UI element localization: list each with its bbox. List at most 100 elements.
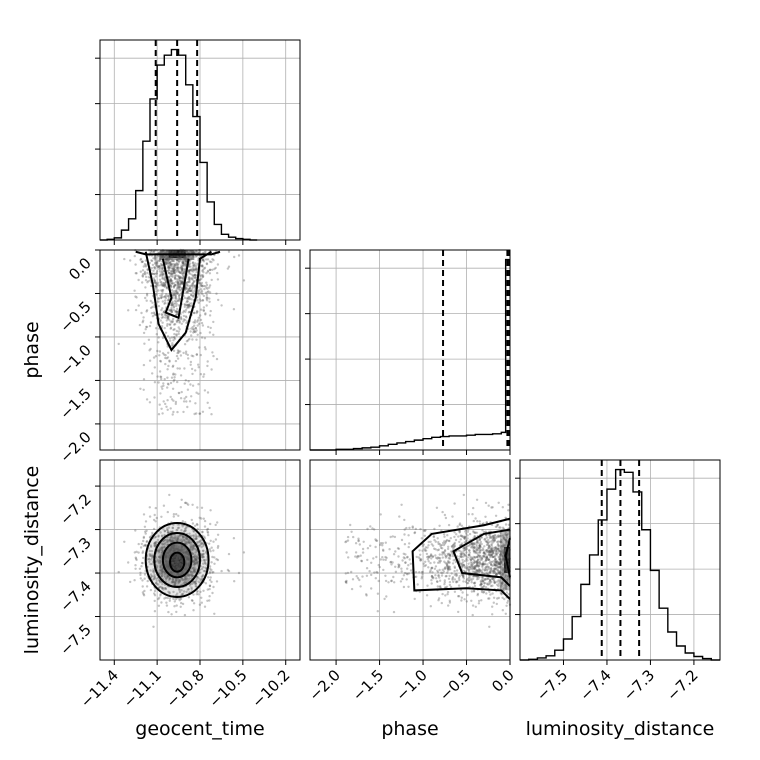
scatter-point: [460, 550, 463, 553]
scatter-point: [182, 410, 185, 414]
scatter-point: [135, 550, 138, 553]
scatter-point: [170, 289, 174, 292]
scatter-point: [198, 412, 201, 415]
scatter-point: [500, 585, 503, 588]
scatter-point: [491, 546, 494, 549]
scatter-point: [473, 567, 476, 570]
scatter-point: [485, 536, 489, 539]
scatter-point: [479, 556, 482, 559]
scatter-point: [194, 551, 197, 554]
scatter-point: [166, 356, 170, 359]
scatter-point: [148, 401, 152, 404]
scatter-point: [498, 562, 501, 565]
scatter-point: [466, 544, 470, 547]
scatter-point: [164, 331, 168, 334]
scatter-point: [175, 556, 178, 559]
scatter-point: [461, 535, 464, 538]
scatter-point: [461, 574, 465, 577]
scatter-point: [180, 318, 183, 321]
scatter-point: [447, 552, 451, 555]
scatter-point: [497, 596, 500, 600]
scatter-point: [233, 255, 236, 259]
scatter-point: [194, 262, 197, 265]
scatter-point: [141, 260, 144, 263]
scatter-point: [142, 556, 145, 560]
scatter-point: [165, 554, 168, 557]
scatter-point: [166, 529, 170, 532]
scatter-point: [486, 541, 490, 544]
scatter-point: [183, 539, 186, 542]
scatter-point: [162, 542, 165, 546]
scatter-point: [196, 310, 199, 314]
scatter-point: [173, 268, 176, 271]
scatter-point: [444, 561, 447, 565]
scatter-point: [196, 527, 199, 531]
x-tick-label-phase: 0.0: [488, 666, 518, 696]
scatter-point: [160, 316, 164, 319]
scatter-point: [493, 579, 496, 583]
scatter-point: [169, 279, 173, 282]
scatter-point: [465, 558, 468, 561]
scatter-point: [146, 579, 149, 583]
scatter-point: [498, 572, 501, 575]
scatter-point: [149, 562, 152, 566]
scatter-point: [169, 536, 172, 540]
scatter-point: [153, 536, 157, 539]
scatter-point: [194, 582, 198, 585]
scatter-point: [444, 575, 447, 578]
scatter-point: [436, 571, 440, 574]
scatter-point: [464, 540, 468, 543]
scatter-point: [486, 563, 489, 566]
scatter-point: [432, 535, 436, 539]
scatter-point: [433, 527, 436, 531]
scatter-point: [212, 354, 215, 358]
scatter-point: [451, 562, 455, 565]
scatter-point: [462, 547, 465, 550]
scatter-point: [494, 557, 497, 560]
scatter-point: [210, 580, 213, 584]
scatter-point: [392, 575, 395, 579]
x-tick-label-geocent_time: −11.1: [120, 666, 165, 711]
scatter-point: [158, 257, 161, 261]
scatter-point: [479, 544, 482, 547]
scatter-point: [489, 551, 492, 554]
scatter-point: [163, 597, 166, 600]
scatter-point: [156, 577, 159, 580]
scatter-point: [176, 279, 179, 282]
scatter-point: [463, 536, 466, 539]
scatter-point: [169, 327, 172, 330]
scatter-point: [408, 542, 411, 545]
scatter-point: [201, 549, 205, 552]
scatter-point: [461, 558, 464, 562]
scatter-point: [167, 565, 170, 568]
scatter-point: [185, 301, 188, 304]
scatter-point: [495, 573, 498, 577]
scatter-point: [164, 555, 168, 559]
scatter-point: [370, 561, 373, 564]
scatter-point: [192, 355, 195, 358]
scatter-point: [501, 563, 505, 566]
scatter-point: [161, 272, 165, 275]
scatter-point: [201, 269, 204, 273]
scatter-point: [473, 531, 477, 535]
scatter-point: [176, 536, 179, 540]
scatter-point: [189, 330, 192, 333]
scatter-point: [150, 259, 153, 262]
scatter-point: [366, 558, 369, 562]
scatter-point: [164, 563, 167, 566]
scatter-point: [209, 522, 212, 526]
scatter-point: [138, 323, 142, 327]
scatter-point: [492, 578, 495, 581]
scatter-point: [153, 272, 156, 276]
scatter-point: [190, 277, 193, 280]
scatter-point: [167, 551, 170, 554]
scatter-point: [172, 563, 175, 567]
scatter-point: [155, 272, 158, 275]
scatter-point: [195, 537, 198, 541]
scatter-point: [402, 556, 405, 559]
scatter-point: [201, 556, 205, 559]
scatter-point: [193, 289, 196, 292]
scatter-point: [381, 556, 384, 559]
scatter-point: [501, 574, 504, 577]
scatter-point: [425, 552, 429, 556]
